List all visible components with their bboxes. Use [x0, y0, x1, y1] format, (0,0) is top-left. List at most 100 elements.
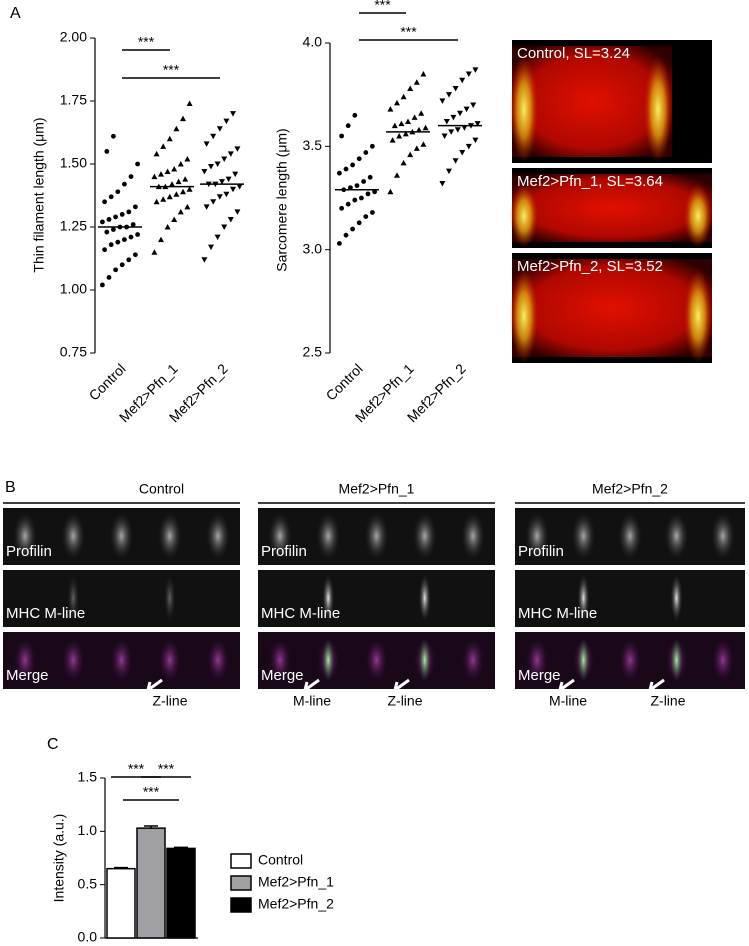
row-label: MHC M-line: [518, 605, 597, 622]
band: [109, 636, 134, 684]
y-tick-label: 0.5: [78, 875, 98, 891]
data-point: [459, 150, 466, 156]
data-point: [405, 118, 411, 125]
band: [61, 512, 86, 560]
data-point: [135, 161, 141, 167]
legend-swatch: [230, 853, 252, 869]
data-point: [102, 247, 107, 253]
y-axis-label: Thin filament length (μm): [31, 117, 47, 272]
band: [206, 636, 230, 684]
data-point: [441, 133, 448, 139]
band: [316, 512, 341, 560]
data-point: [175, 178, 182, 185]
y-tick-label: 1.00: [60, 281, 87, 297]
y-tick-label: 0.0: [78, 929, 98, 945]
data-point: [214, 234, 221, 241]
data-point: [126, 257, 132, 263]
y-tick-label: 3.0: [303, 240, 323, 256]
data-point: [420, 71, 427, 77]
micrograph-signal: [512, 259, 712, 357]
data-point: [389, 137, 396, 143]
arrow-label: Z-line: [152, 693, 187, 709]
data-point: [413, 79, 420, 85]
data-point: [398, 120, 405, 127]
data-point: [234, 209, 241, 215]
data-point: [234, 146, 241, 152]
band: [268, 512, 292, 560]
data-point: [173, 125, 180, 132]
data-point: [227, 151, 234, 157]
significance-label: ***: [138, 34, 155, 50]
data-point: [100, 282, 105, 288]
data-point: [221, 224, 228, 230]
band: [664, 512, 689, 560]
data-point: [407, 85, 414, 91]
y-tick-label: 3.5: [303, 137, 323, 153]
data-point: [201, 257, 208, 263]
data-point: [102, 199, 107, 205]
data-point: [180, 188, 186, 195]
z-band: [510, 184, 538, 248]
data-point: [463, 106, 470, 113]
data-point: [221, 156, 228, 162]
arrow-label: Z-line: [650, 693, 685, 709]
band: [61, 636, 86, 684]
data-point: [359, 195, 364, 201]
data-point: [100, 219, 105, 225]
significance-label: ***: [158, 761, 175, 777]
y-tick-label: 1.50: [60, 155, 87, 171]
arrow: [558, 678, 575, 693]
data-point: [108, 242, 114, 248]
band: [711, 636, 735, 684]
data-point: [370, 210, 375, 215]
data-point: [153, 150, 160, 157]
z-band: [644, 56, 672, 163]
data-point: [396, 133, 403, 139]
data-point: [166, 193, 173, 200]
data-point: [216, 194, 223, 200]
data-point: [372, 189, 377, 195]
data-point: [337, 241, 342, 246]
data-point: [119, 212, 125, 217]
data-point: [219, 179, 225, 185]
data-point: [350, 226, 355, 232]
data-point: [151, 173, 158, 180]
arrow: [146, 678, 163, 693]
data-point: [106, 275, 112, 280]
band: [322, 574, 335, 622]
legend-label: Control: [258, 852, 303, 868]
z-band: [510, 56, 538, 163]
data-point: [104, 149, 110, 154]
data-point: [104, 229, 110, 235]
data-point: [106, 217, 112, 222]
data-point: [407, 151, 414, 158]
data-point: [446, 92, 452, 98]
data-point: [230, 186, 236, 193]
band: [268, 636, 292, 684]
arrow: [393, 678, 410, 693]
arrow-label: Z-line: [387, 693, 422, 709]
y-tick-label: 2.5: [303, 344, 323, 360]
band: [711, 512, 735, 560]
z-band: [684, 269, 712, 363]
data-point: [391, 122, 398, 129]
data-point: [151, 249, 158, 255]
data-point: [128, 174, 134, 180]
image-label: Mef2>Pfn_2, SL=3.52: [517, 258, 663, 275]
data-point: [182, 176, 189, 182]
band: [13, 636, 37, 684]
data-point: [343, 232, 349, 238]
data-point: [457, 110, 463, 117]
data-point: [450, 114, 457, 121]
band: [206, 512, 230, 560]
y-tick-label: 0.75: [60, 344, 87, 360]
x-tick-label: Control: [323, 360, 366, 403]
significance-label: ***: [163, 62, 180, 78]
z-band: [684, 184, 712, 248]
band: [577, 574, 590, 622]
data-point: [186, 186, 193, 192]
data-point: [169, 181, 175, 187]
data-point: [422, 124, 429, 131]
data-point: [236, 184, 243, 190]
data-point: [472, 137, 479, 144]
